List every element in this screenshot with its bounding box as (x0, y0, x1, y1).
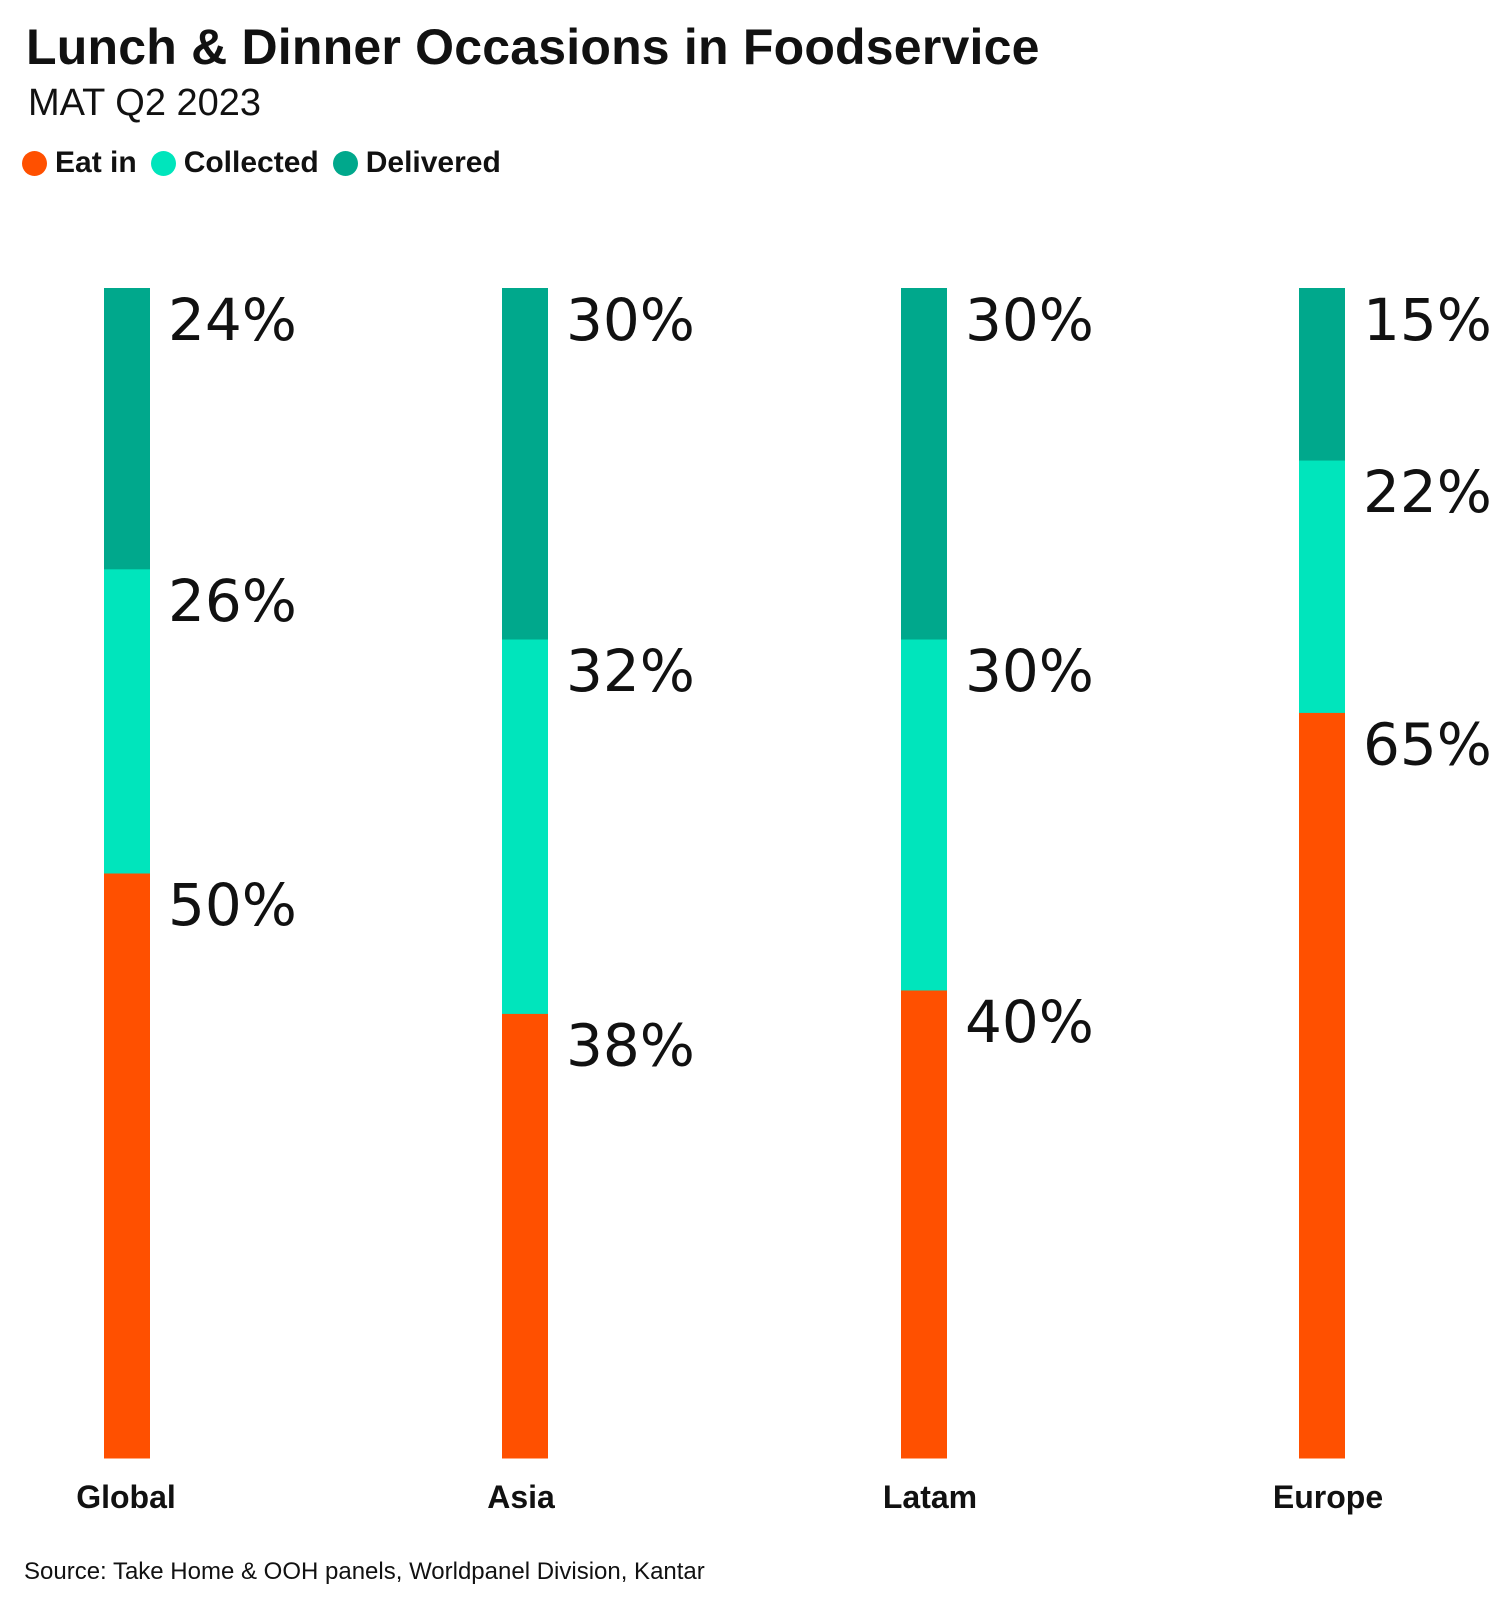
data-label-global-eat-in: 50% (168, 871, 297, 939)
category-label-asia: Asia (487, 1479, 555, 1515)
data-label-latam-eat-in: 40% (965, 988, 1094, 1056)
bar-europe-collected (1299, 460, 1345, 713)
data-label-europe-collected: 22% (1363, 458, 1492, 526)
legend-swatch-delivered (332, 150, 358, 176)
bar-global-delivered (104, 288, 150, 570)
legend-item-delivered: Delivered (332, 146, 501, 180)
bar-latam-delivered (901, 288, 947, 640)
legend-label-delivered: Delivered (365, 146, 501, 179)
legend-swatch-collected (150, 150, 176, 176)
legend-item-eat-in: Eat in (22, 146, 137, 180)
chart-legend: Eat in Collected Delivered (22, 146, 515, 180)
legend-item-collected: Collected (150, 146, 319, 180)
bar-asia-eat-in (502, 1013, 548, 1459)
data-label-latam-delivered: 30% (965, 286, 1094, 354)
category-label-europe: Europe (1273, 1479, 1383, 1515)
bar-global-eat-in (104, 873, 150, 1459)
chart-title: Lunch & Dinner Occasions in Foodservice (26, 19, 1040, 75)
data-label-europe-eat-in: 65% (1363, 710, 1492, 778)
bar-europe-eat-in (1299, 712, 1345, 1459)
data-label-asia-eat-in: 38% (566, 1011, 695, 1079)
data-label-asia-collected: 32% (566, 637, 695, 705)
legend-label-collected: Collected (183, 146, 319, 179)
bar-latam-collected (901, 639, 947, 991)
data-label-latam-collected: 30% (965, 637, 1094, 705)
source-note: Source: Take Home & OOH panels, Worldpan… (24, 1558, 705, 1585)
bar-asia-collected (502, 639, 548, 1014)
category-label-latam: Latam (883, 1479, 977, 1515)
data-label-global-collected: 26% (168, 567, 297, 635)
chart-subtitle: MAT Q2 2023 (28, 82, 262, 124)
bar-asia-delivered (502, 288, 548, 640)
bar-global-collected (104, 568, 150, 874)
category-label-global: Global (76, 1479, 176, 1515)
bar-latam-eat-in (901, 990, 947, 1459)
data-label-asia-delivered: 30% (566, 286, 695, 354)
legend-swatch-eat-in (22, 150, 47, 176)
data-label-europe-delivered: 15% (1363, 286, 1492, 354)
data-label-global-delivered: 24% (168, 286, 297, 354)
bar-europe-delivered (1299, 288, 1345, 461)
legend-label-eat-in: Eat in (55, 146, 137, 179)
